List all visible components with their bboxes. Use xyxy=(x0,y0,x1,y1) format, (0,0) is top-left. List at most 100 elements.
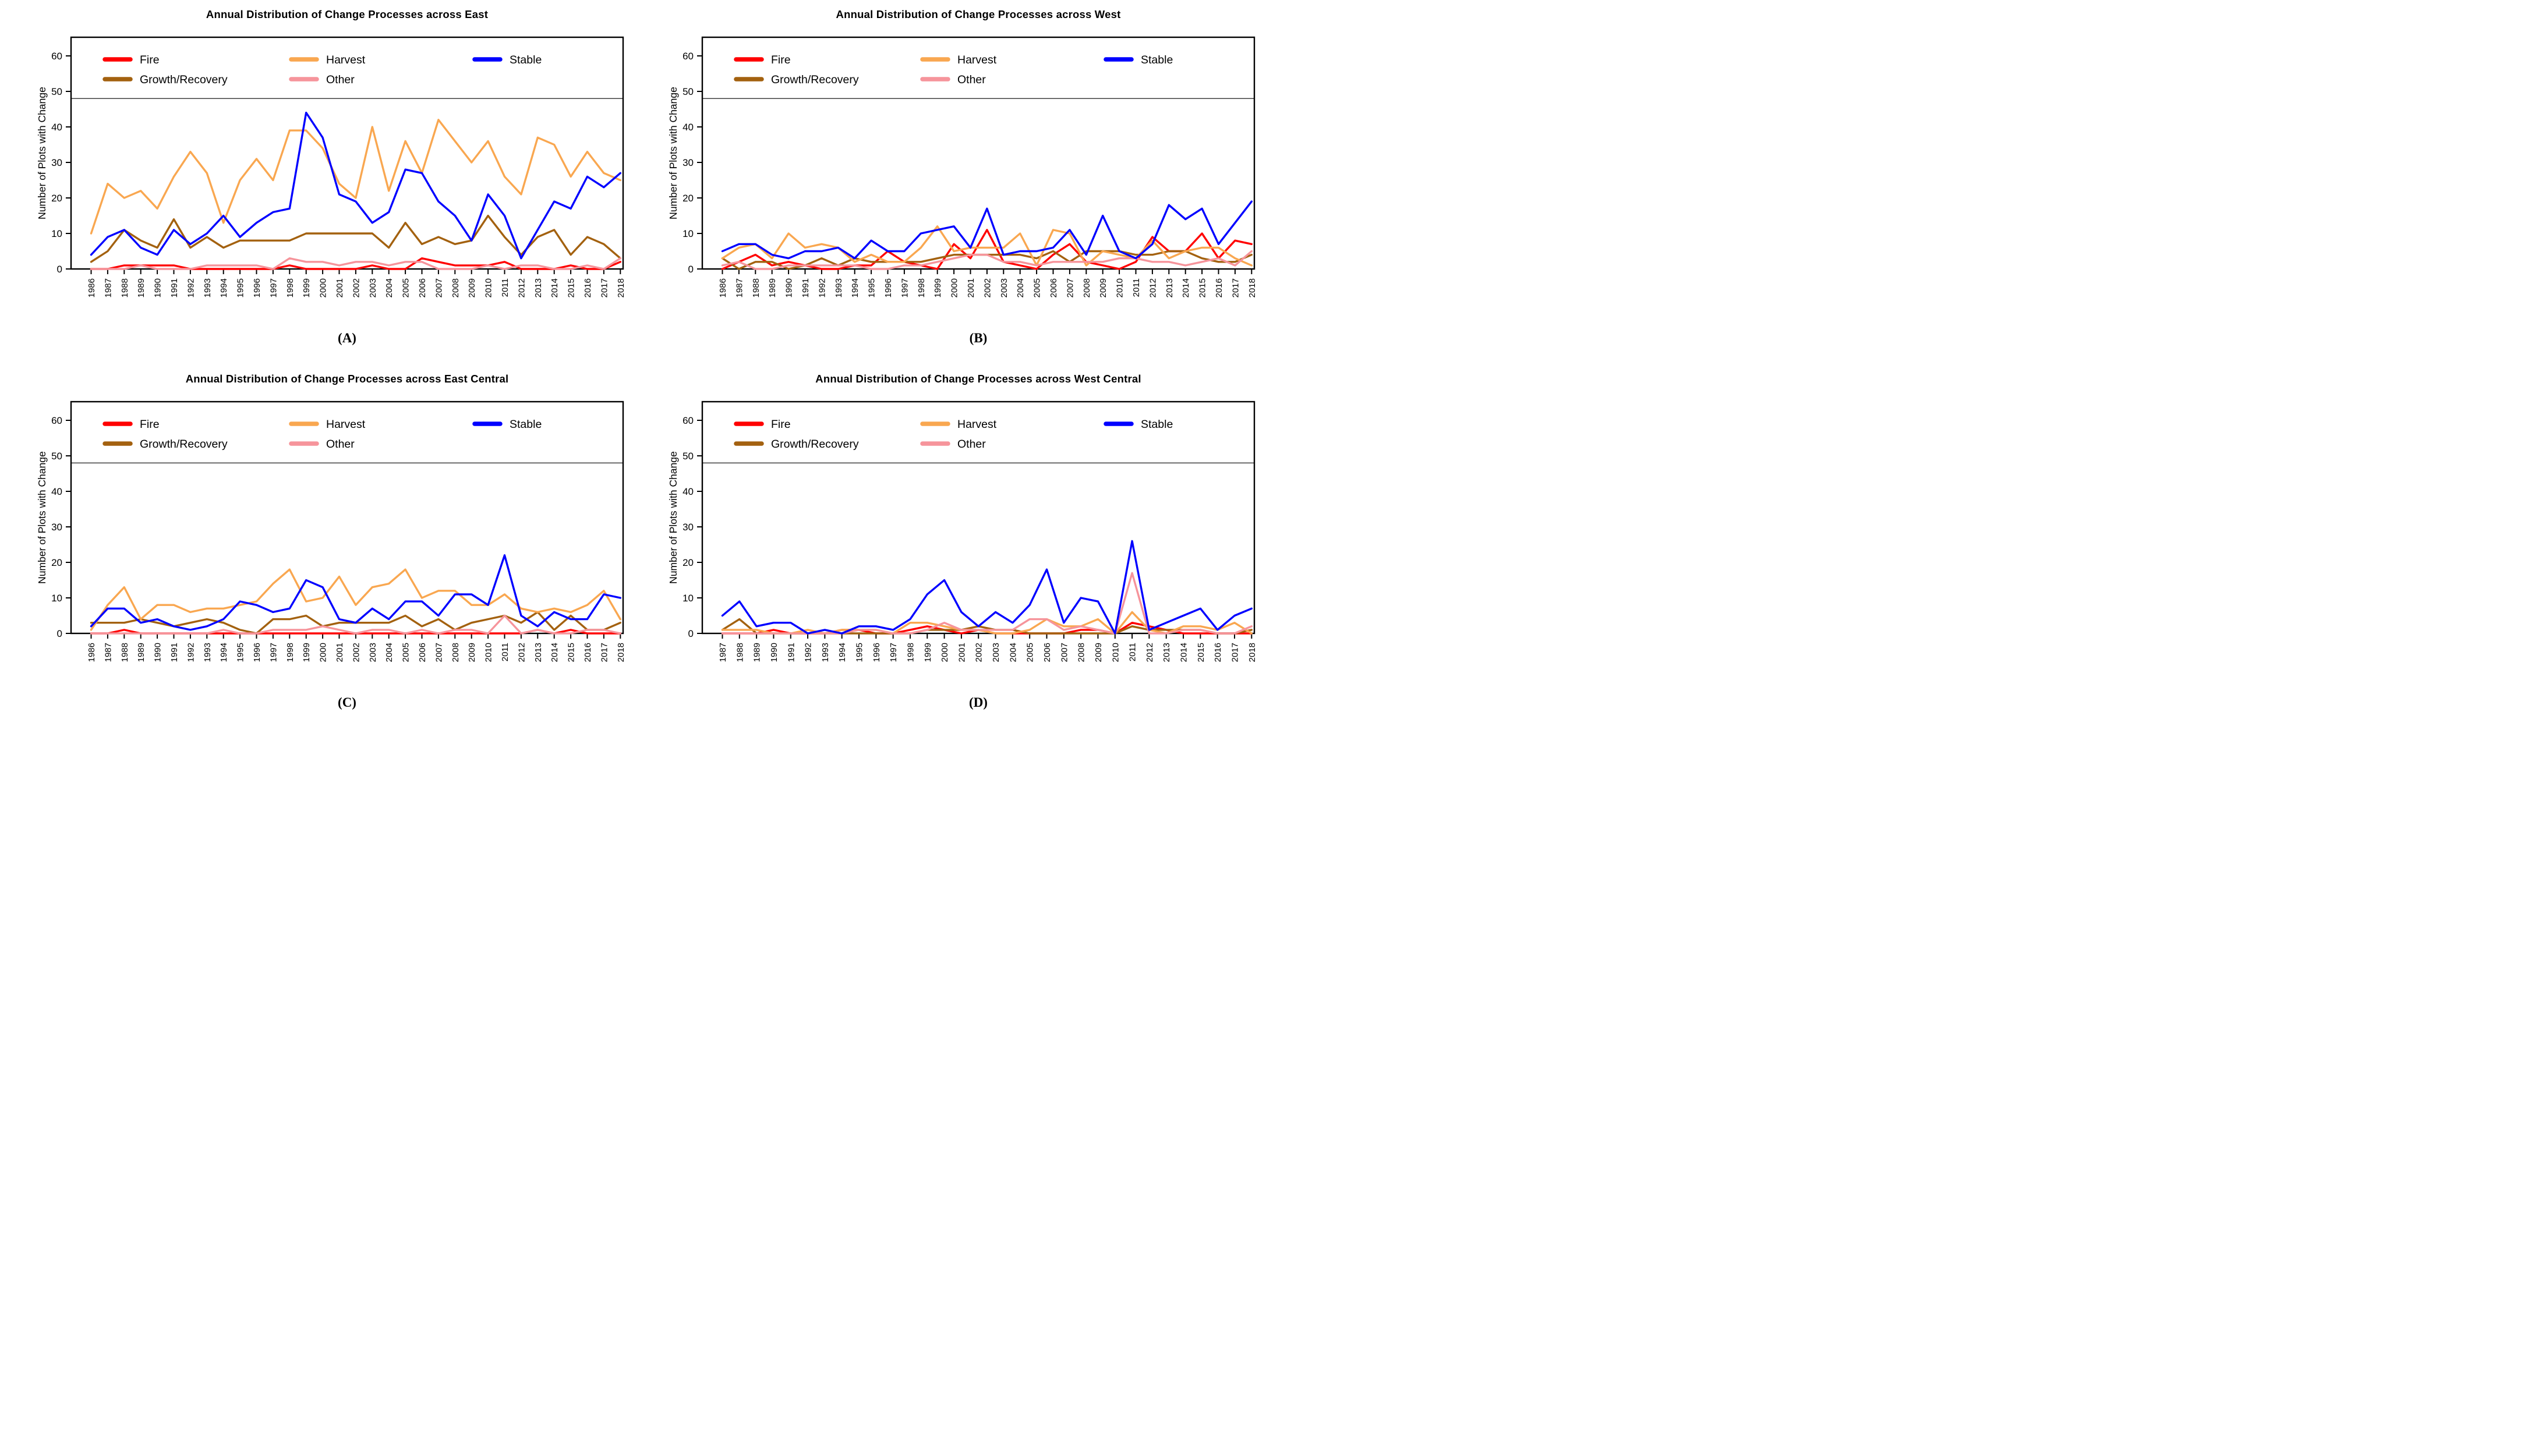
series-line-stable xyxy=(721,540,1253,635)
series-line-harvest xyxy=(721,225,1253,267)
x-tick-label-year: 2004 xyxy=(384,643,394,662)
legend-label-other: Other xyxy=(957,73,986,86)
legend-label-fire: Fire xyxy=(140,418,160,431)
y-tick-label: 10 xyxy=(51,593,62,604)
series-line-growth-recovery xyxy=(90,214,622,263)
x-tick-label-year: 2008 xyxy=(451,278,461,297)
x-tick-label-year: 2015 xyxy=(567,643,577,662)
x-tick-label-year: 1994 xyxy=(219,643,229,662)
x-tick-label-year: 1993 xyxy=(834,278,844,297)
series-line-stable xyxy=(90,111,622,260)
x-tick-label-year: 1997 xyxy=(268,643,278,662)
x-tick-label-year: 2007 xyxy=(1065,278,1075,297)
x-tick-label-year: 2016 xyxy=(583,278,593,297)
x-tick-label-year: 1987 xyxy=(103,643,113,662)
x-tick-label-year: 1992 xyxy=(804,643,814,662)
x-tick-label-year: 1995 xyxy=(855,643,865,662)
x-tick-label-year: 1992 xyxy=(186,643,196,662)
y-tick-label: 10 xyxy=(682,228,694,239)
x-tick-label-year: 2014 xyxy=(1181,278,1191,297)
chart-title-east-central: Annual Distribution of Change Processes … xyxy=(185,373,509,385)
legend-label-growth-recovery: Growth/Recovery xyxy=(140,73,228,86)
x-tick-label-year: 1989 xyxy=(768,278,777,297)
x-tick-label-year: 1998 xyxy=(285,278,295,297)
x-tick-label-year: 2002 xyxy=(974,643,984,662)
y-tick-label: 30 xyxy=(682,522,694,533)
legend: Fire Harvest Stable Growth/Recovery Other xyxy=(102,418,542,451)
x-tick-label-year: 2018 xyxy=(616,643,626,662)
x-tick-label-year: 2014 xyxy=(1179,643,1189,662)
x-tick-label-year: 2016 xyxy=(1214,278,1224,297)
x-tick-label-year: 1995 xyxy=(236,643,246,662)
x-tick-label-year: 2013 xyxy=(1162,643,1172,662)
legend: Fire Harvest Stable Growth/Recovery Other xyxy=(734,54,1173,86)
x-tick-label-year: 2017 xyxy=(1230,643,1240,662)
y-tick-label: 0 xyxy=(57,264,62,275)
legend-label-other: Other xyxy=(326,73,355,86)
x-tick-label-year: 2007 xyxy=(434,643,444,662)
x-tick-label-year: 2010 xyxy=(1111,643,1120,662)
y-tick-label: 40 xyxy=(51,486,62,497)
x-tick-label-year: 1987 xyxy=(103,278,113,297)
series-line-stable xyxy=(90,554,622,631)
legend-label-stable: Stable xyxy=(1141,54,1173,66)
x-tick-label-year: 2007 xyxy=(434,278,444,297)
x-tick-label-year: 2017 xyxy=(599,643,609,662)
x-axis: 1986 1987 1988 1989 1990 1991 1992 1993 1994 1995… xyxy=(718,269,1257,297)
x-tick-label-year: 2001 xyxy=(966,278,976,297)
x-tick-label-year: 1993 xyxy=(203,278,213,297)
y-axis: 0 10 20 30 40 50 60 xyxy=(682,51,702,275)
series-line-harvest xyxy=(90,568,622,631)
legend-label-growth-recovery: Growth/Recovery xyxy=(771,438,859,451)
x-tick-label-year: 2000 xyxy=(319,278,328,297)
x-tick-label-year: 2010 xyxy=(484,643,494,662)
x-tick-label-year: 2003 xyxy=(999,278,1009,297)
x-tick-label-year: 1986 xyxy=(87,278,97,297)
x-tick-label-year: 2004 xyxy=(1016,278,1025,297)
x-tick-label-year: 1986 xyxy=(718,278,728,297)
x-tick-label-year: 2017 xyxy=(1230,278,1240,297)
svg-text:Number of Plots with Change: Number of Plots with Change xyxy=(36,451,48,584)
x-tick-label-year: 2007 xyxy=(1059,643,1069,662)
x-tick-label-year: 2002 xyxy=(982,278,992,297)
x-axis: 1987 1988 1989 1990 1991 1992 1993 1994 1995 1996… xyxy=(718,633,1257,662)
series-line-other xyxy=(721,250,1253,270)
x-tick-label-year: 2006 xyxy=(418,643,427,662)
x-tick-label-year: 2009 xyxy=(467,278,477,297)
svg-text:Number of Plots with Change: Number of Plots with Change xyxy=(667,87,679,219)
line-chart-east-central: Number of Plots with Change 0 10 20 30 40 50 60… xyxy=(36,401,626,662)
x-tick-label-year: 1991 xyxy=(169,278,179,297)
x-tick-label-year: 1996 xyxy=(252,643,262,662)
x-tick-label-year: 1993 xyxy=(203,643,213,662)
legend-label-fire: Fire xyxy=(771,54,791,66)
y-tick-label: 50 xyxy=(682,451,694,462)
series-line-fire xyxy=(721,229,1253,270)
x-tick-label-year: 1988 xyxy=(735,643,745,662)
legend-label-fire: Fire xyxy=(140,54,160,66)
panel-label-b: (B) xyxy=(969,331,988,345)
y-axis-title: Number of Plots with Change xyxy=(36,451,48,584)
x-tick-label-year: 1999 xyxy=(302,278,312,297)
x-tick-label-year: 1992 xyxy=(817,278,827,297)
x-tick-label-year: 1998 xyxy=(285,643,295,662)
x-tick-label-year: 1991 xyxy=(786,643,796,662)
legend-label-growth-recovery: Growth/Recovery xyxy=(771,73,859,86)
series-line-other xyxy=(90,614,622,635)
x-tick-label-year: 2014 xyxy=(550,643,560,662)
series-line-stable xyxy=(721,200,1253,260)
y-tick-label: 30 xyxy=(51,522,62,533)
y-tick-label: 60 xyxy=(51,51,62,62)
x-tick-label-year: 1986 xyxy=(87,643,97,662)
x-tick-label-year: 2016 xyxy=(583,643,593,662)
y-axis-title: Number of Plots with Change xyxy=(667,451,679,584)
x-tick-label-year: 2003 xyxy=(368,278,378,297)
x-tick-label-year: 2009 xyxy=(1094,643,1104,662)
x-tick-label-year: 1994 xyxy=(850,278,860,297)
x-tick-label-year: 1987 xyxy=(718,643,728,662)
panel-label-a: (A) xyxy=(338,331,356,345)
legend-label-growth-recovery: Growth/Recovery xyxy=(140,438,228,451)
x-tick-label-year: 1990 xyxy=(784,278,794,297)
x-axis: 1986 1987 1988 1989 1990 1991 1992 1993 1994 1995… xyxy=(87,633,626,662)
x-tick-label-year: 2001 xyxy=(335,278,345,297)
y-tick-label: 40 xyxy=(682,122,694,133)
